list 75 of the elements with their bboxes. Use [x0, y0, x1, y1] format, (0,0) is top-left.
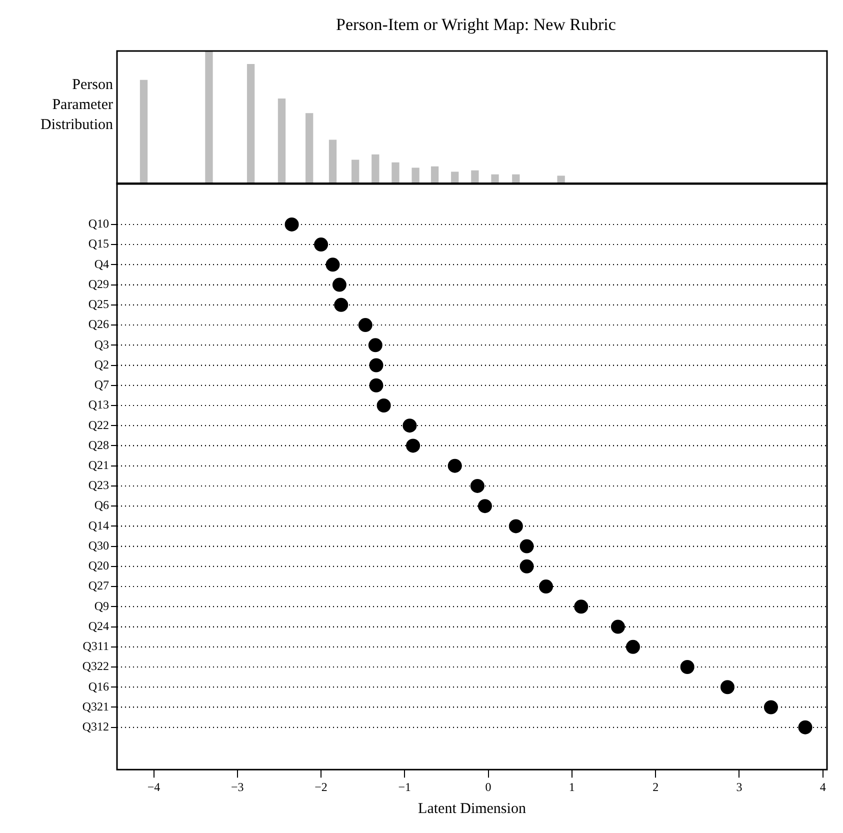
- point: [539, 580, 554, 594]
- y-tick-label: Q27: [88, 578, 109, 593]
- bar: [352, 160, 360, 184]
- point: [478, 499, 492, 514]
- y-tick-label: Q4: [94, 256, 109, 271]
- y-tick-label: Q30: [88, 538, 109, 552]
- point: [520, 539, 534, 554]
- point: [406, 438, 420, 453]
- y-tick-label: Q26: [88, 317, 109, 332]
- y-tick-label: Q3: [94, 337, 109, 352]
- y-tick-label: Q15: [88, 236, 109, 251]
- y-tick-label: Q312: [82, 720, 109, 734]
- y-tick-label: Q29: [88, 276, 109, 291]
- point: [368, 338, 382, 352]
- y-tick-label: Q23: [88, 478, 109, 492]
- y-tick-label: Q322: [82, 659, 109, 674]
- y-tick-label: Q6: [94, 498, 109, 512]
- chart-title: Person-Item or Wright Map: New Rubric: [335, 15, 617, 35]
- point: [508, 519, 523, 534]
- x-tick-label: 2: [652, 780, 659, 794]
- x-tick-label: −2: [314, 780, 328, 794]
- x-tick-label: −4: [147, 780, 160, 794]
- y-tick-label: Q24: [88, 618, 109, 633]
- point: [520, 559, 534, 574]
- point: [448, 458, 462, 473]
- bar: [246, 64, 255, 184]
- y-tick-label: Q2: [94, 357, 109, 372]
- y-tick-label: Q14: [88, 518, 109, 532]
- y-axis-title: Person Parameter Distribution: [39, 76, 113, 135]
- y-tick-label: Q20: [88, 558, 109, 573]
- bar: [328, 140, 337, 184]
- x-tick-label: 0: [485, 780, 492, 794]
- y-tick-label: Q7: [94, 378, 109, 392]
- x-tick-label: 3: [736, 780, 742, 794]
- bar: [306, 113, 314, 184]
- y-tick-label: Q21: [88, 458, 109, 472]
- point: [764, 700, 778, 714]
- point: [358, 318, 372, 332]
- y-tick-label: Q10: [88, 216, 109, 231]
- y-tick-label: Q13: [88, 398, 109, 412]
- point: [798, 720, 812, 734]
- x-axis-title: Latent Dimension: [418, 800, 526, 817]
- x-tick-label: 4: [820, 780, 826, 794]
- y-tick-label: Q311: [82, 639, 109, 654]
- bar: [392, 162, 400, 184]
- bar: [205, 51, 213, 184]
- x-tick-label: −3: [231, 780, 244, 794]
- point: [376, 398, 391, 412]
- y-tick-label: Q28: [88, 438, 109, 452]
- point: [680, 660, 694, 674]
- point: [314, 238, 328, 252]
- y-tick-label: Q16: [88, 679, 109, 694]
- point: [284, 217, 299, 232]
- point: [626, 640, 640, 654]
- bar: [471, 170, 479, 184]
- bar: [278, 98, 286, 184]
- point: [326, 258, 340, 272]
- y-tick-label: Q25: [88, 297, 109, 312]
- point: [402, 418, 417, 433]
- x-tick-label: 1: [568, 780, 575, 794]
- point: [334, 298, 348, 312]
- y-tick-label: Q321: [82, 699, 109, 714]
- point: [470, 478, 484, 493]
- bar: [412, 168, 420, 184]
- point: [610, 620, 625, 634]
- x-tick-label: −1: [398, 780, 412, 794]
- point: [332, 278, 346, 292]
- y-tick-label: Q9: [94, 598, 109, 613]
- bar: [140, 80, 148, 184]
- y-tick-label: Q22: [88, 418, 109, 432]
- point: [720, 680, 734, 694]
- point: [574, 600, 588, 614]
- point: [369, 378, 384, 392]
- point: [369, 358, 384, 372]
- bar: [372, 154, 380, 184]
